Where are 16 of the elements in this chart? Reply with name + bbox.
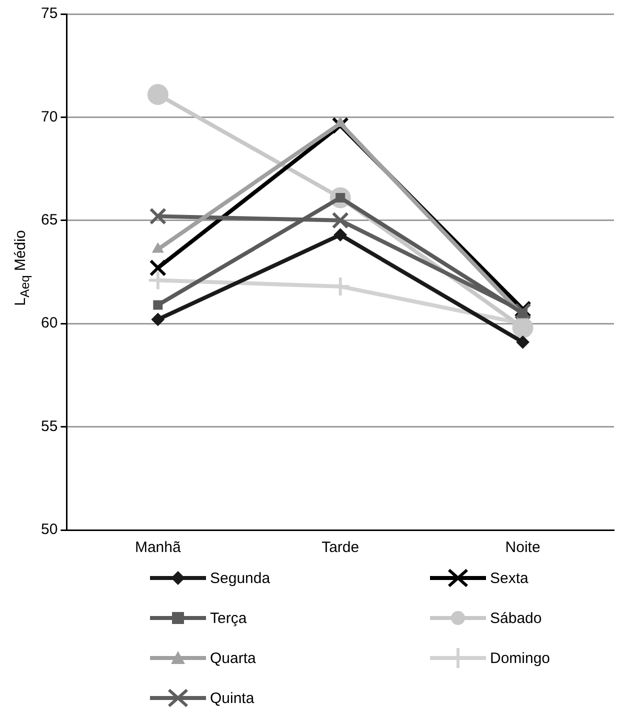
x-tick-label: Manhã [134, 539, 182, 556]
x-tick-label: Tarde [322, 539, 360, 556]
legend-label: Terça [210, 610, 247, 626]
legend-label: Segunda [210, 570, 270, 586]
y-tick-label: 55 [40, 418, 58, 435]
legend-label: Sexta [490, 570, 528, 586]
legend-label: Sábado [490, 610, 542, 626]
x-tick-label: Noite [505, 539, 540, 556]
y-tick-label: 70 [40, 108, 58, 126]
y-tick-label: 75 [40, 5, 58, 22]
legend-label: Domingo [490, 650, 550, 666]
y-tick-label: 50 [40, 521, 58, 538]
legend-label: Quinta [210, 690, 254, 706]
legend-label: Quarta [210, 650, 256, 666]
y-tick-label: 65 [40, 212, 58, 229]
y-tick-label: 60 [40, 314, 58, 332]
